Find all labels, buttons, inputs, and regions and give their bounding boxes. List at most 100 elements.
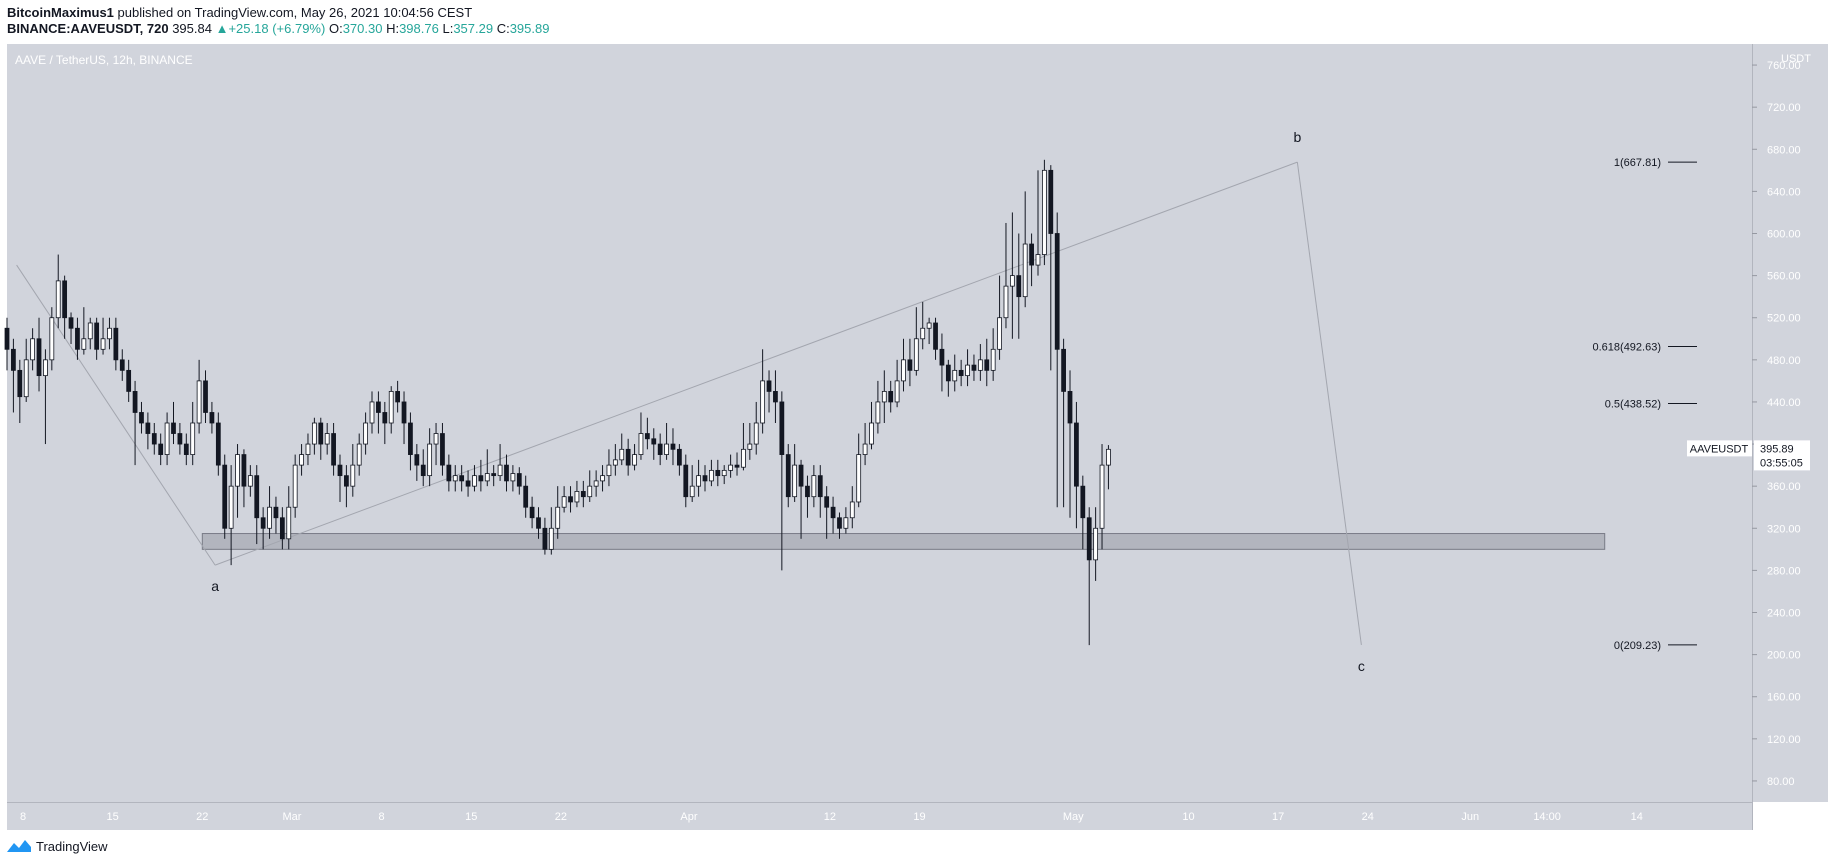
up-candle [267,506,272,529]
price-axis [1752,44,1828,802]
up-candle [728,464,733,471]
up-candle [1042,169,1047,255]
x-tick-label: 22 [196,811,208,823]
down-candle [395,391,401,403]
down-candle [459,475,465,482]
up-candle [574,491,580,503]
down-candle [824,496,830,508]
y-tick-label: 320.00 [1767,523,1801,535]
publisher-name[interactable]: BitcoinMaximus1 [7,5,114,20]
down-candle [817,475,823,498]
down-candle [382,412,388,424]
up-candle [286,506,292,540]
down-candle [523,485,529,508]
y-tick-label: 680.00 [1767,144,1801,156]
up-candle [760,380,766,424]
x-tick-label: 24 [1362,811,1374,823]
up-candle [472,475,477,487]
down-candle [773,391,778,403]
x-tick-label: 8 [379,811,385,823]
up-candle [1009,275,1015,287]
down-candle [139,412,144,424]
down-candle [1061,348,1066,392]
up-candle [664,443,669,455]
down-candle [75,327,80,350]
x-tick-label: Mar [282,811,301,823]
down-candle [837,517,842,529]
down-candle [177,433,183,445]
low-label: L: [442,21,454,36]
wave-line [214,161,1298,566]
up-candle [721,469,727,477]
up-candle [792,464,798,498]
down-candle [907,359,913,371]
up-candle [709,469,714,482]
countdown-label: 03:55:05 [1760,457,1803,469]
x-tick-label: 12 [824,811,836,823]
up-candle [228,485,234,529]
up-candle [894,380,900,403]
down-candle [568,496,573,503]
up-candle [612,459,618,466]
down-candle [939,348,945,366]
y-tick-label: 120.00 [1767,734,1801,746]
y-tick-label: 640.00 [1767,186,1801,198]
high-label: H: [386,21,400,36]
x-tick-label: Jun [1461,811,1479,823]
time-axis [7,802,1752,830]
up-candle [952,369,958,382]
x-tick-label: 14:00 [1533,811,1561,823]
down-candle [68,317,74,329]
down-candle [1054,233,1060,350]
up-candle [741,448,746,468]
up-candle [619,448,625,461]
down-candle [1074,422,1079,487]
up-candle [869,422,874,445]
up-candle [875,401,881,424]
price-change: +25.18 (+6.79%) [228,21,326,36]
down-candle [542,527,548,550]
y-tick-label: 520.00 [1767,313,1801,325]
footer-brand[interactable]: TradingView [36,838,108,854]
open-value: 370.30 [342,21,383,36]
up-candle [350,464,356,487]
up-candle [324,433,330,445]
up-candle [100,338,106,350]
close-label: C: [496,21,510,36]
up-candle [433,433,439,445]
down-candle [945,364,951,382]
up-candle [561,496,567,508]
down-candle [408,422,413,455]
up-candle [901,359,906,382]
up-candle [190,422,196,455]
up-candle [107,327,112,340]
wave-line [16,264,216,566]
up-candle [510,473,516,482]
down-candle [126,369,132,392]
y-tick-label: 280.00 [1767,565,1801,577]
y-tick-label: 560.00 [1767,271,1801,283]
down-candle [478,475,484,482]
down-candle [785,454,791,498]
up-candle [196,380,202,424]
up-candle [1022,243,1028,298]
fib-level-label: 0(209.23) [1614,640,1661,652]
up-candle [926,322,932,329]
up-candle [55,280,61,319]
down-candle [241,454,247,487]
wave-line [1296,162,1362,645]
down-candle [158,443,164,455]
up-candle [638,433,644,455]
down-candle [215,422,221,466]
x-tick-label: 10 [1182,811,1194,823]
down-candle [805,485,810,498]
up-candle [913,338,919,371]
down-candle [132,391,138,413]
up-candle [753,422,759,445]
down-candle [670,443,676,450]
up-candle [689,485,695,498]
down-candle [4,327,10,350]
down-candle [1067,391,1073,424]
down-candle [414,454,420,466]
